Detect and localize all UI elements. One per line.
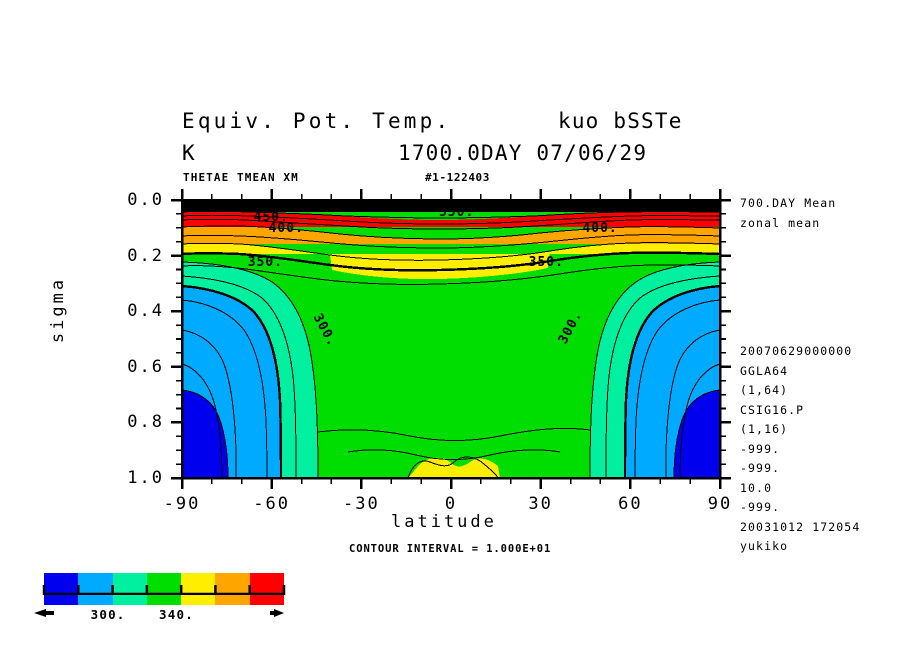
metadata-line: GGLA64 [740,363,789,378]
colorbar-segment [112,573,147,605]
y-axis-label: sigma [48,276,68,344]
x-tick-label: -30 [342,494,380,514]
x-tick-label: 30 [528,494,553,514]
colorbar-segment [215,573,250,605]
metadata-line: -999. [740,500,781,514]
colorbar-segment [249,573,284,605]
colorbar-ticks [42,585,286,595]
contour-lines [182,204,720,478]
colorbar-segment [78,573,113,605]
colorbar-label: 340. [159,607,194,622]
annotation-zonal-mean: zonal mean [740,216,821,230]
colorbar-low-arrow [34,609,54,617]
colorbar-high-arrow [270,609,284,617]
title-run-name: kuo bSSTe [558,109,683,133]
colorbar-segment [44,573,79,605]
title-units: K [182,141,198,165]
x-tick-label: -60 [253,494,291,514]
colorbar-segment [146,573,182,605]
metadata-line: yukiko [740,539,789,553]
page-title: Equiv. Pot. Temp. [182,109,452,133]
metadata-line: -999. [740,441,781,456]
x-tick-label: 90 [707,494,733,514]
axis-ticks [171,189,731,489]
contour-interval-note: CONTOUR INTERVAL = 1.000E+01 [349,543,552,555]
y-tick-label: 0.4 [127,301,164,322]
y-tick-label: 0.8 [127,412,164,433]
metadata-line: -999. [740,461,781,475]
subtitle-id: #1-122403 [425,171,491,184]
annotation-day-mean: 700.DAY Mean [740,196,837,210]
x-axis-label: latitude [391,512,497,532]
subtitle-variable: THETAE TMEAN XM [183,171,299,184]
contour-fill-bands [182,200,720,478]
x-tick-label: -90 [163,494,201,514]
y-tick-label: 1.0 [127,468,164,488]
metadata-line: 20031012 172054 [740,519,861,534]
colorbar-arrows [34,609,284,617]
x-tick-label: 0 [444,494,458,514]
colorbar-label: 300. [90,607,126,622]
title-day-date: 1700.0DAY 07/06/29 [398,141,648,165]
metadata-line: (1,64) [740,383,789,397]
y-tick-label: 0.6 [127,356,164,377]
metadata-line: 20070629000000 [740,344,853,358]
colorbar-segment [181,573,216,605]
metadata-line: (1,16) [740,422,789,436]
y-tick-label: 0.2 [127,245,164,266]
colorbar: 300. 340. [34,573,286,622]
metadata-line: CSIG16.P [740,402,805,417]
metadata-line: 10.0 [740,480,773,495]
y-tick-label: 0.0 [127,190,164,210]
x-tick-label: 60 [618,494,643,514]
